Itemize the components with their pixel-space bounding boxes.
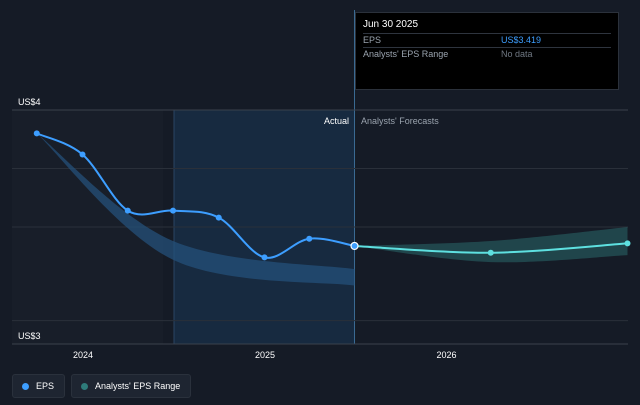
x-tick-label: 2025	[255, 350, 275, 360]
hover-tooltip: Jun 30 2025 EPS US$3.419 Analysts' EPS R…	[355, 12, 619, 90]
tooltip-label: EPS	[363, 35, 382, 45]
eps-range-band-forecast	[354, 227, 628, 263]
eps-forecast-point	[487, 249, 494, 256]
eps-line	[36, 132, 355, 259]
section-label-forecast: Analysts' Forecasts	[361, 116, 439, 126]
x-tick-label: 2024	[73, 350, 93, 360]
tooltip-label: Analysts' EPS Range	[363, 49, 449, 59]
tooltip-value: US$3.419	[501, 35, 542, 45]
y-axis-label-bottom: US$3	[18, 331, 41, 341]
legend-label: EPS	[36, 381, 55, 391]
eps-point	[79, 151, 86, 158]
x-tick-label: 2026	[436, 350, 456, 360]
legend-dot-icon	[22, 382, 29, 390]
legend-label: Analysts' EPS Range	[95, 381, 181, 391]
y-axis-label-top: US$4	[18, 97, 41, 107]
legend-item-range[interactable]: Analysts' EPS Range	[71, 374, 192, 398]
eps-forecast-point	[624, 240, 631, 247]
eps-point	[33, 130, 40, 137]
tooltip-row-eps: EPS US$3.419	[363, 33, 611, 47]
eps-point	[170, 207, 177, 214]
eps-point	[124, 207, 131, 214]
legend-item-eps[interactable]: EPS	[12, 374, 66, 398]
eps-point	[215, 214, 222, 221]
eps-range-band-actual	[36, 133, 355, 286]
eps-chart: US$4 US$3 Actual Analysts' Forecasts 202…	[12, 10, 631, 360]
legend: EPS Analysts' EPS Range	[12, 374, 192, 400]
legend-dot-icon	[81, 382, 89, 390]
section-label-actual: Actual	[324, 116, 349, 126]
eps-point	[261, 254, 268, 261]
eps-point	[350, 241, 359, 251]
tooltip-date: Jun 30 2025	[363, 19, 419, 30]
tooltip-row-range: Analysts' EPS Range No data	[363, 47, 611, 61]
tooltip-value: No data	[501, 49, 533, 59]
eps-point	[306, 235, 313, 242]
